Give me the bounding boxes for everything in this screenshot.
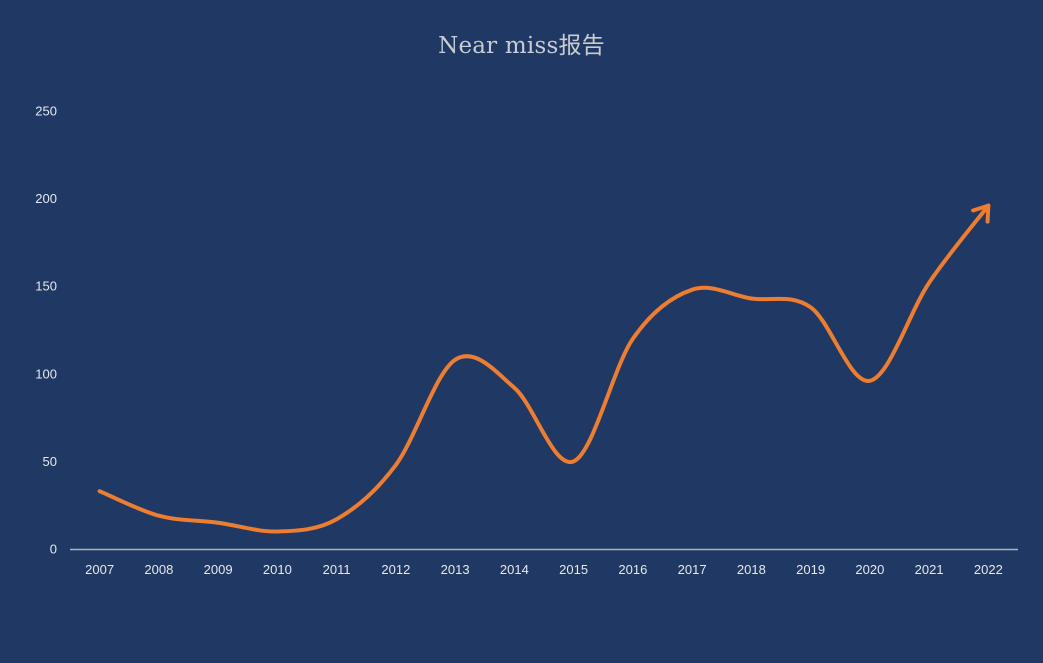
x-tick-label: 2019: [796, 562, 825, 577]
series-end-arrow: [971, 203, 991, 224]
x-tick-label: 2013: [441, 562, 470, 577]
x-tick-label: 2018: [737, 562, 766, 577]
y-tick-label: 50: [43, 454, 57, 469]
y-axis-ticks: 0 50 100 150 200 250: [35, 104, 57, 557]
y-tick-label: 100: [35, 366, 57, 381]
x-tick-label: 2012: [381, 562, 410, 577]
y-tick-label: 150: [35, 279, 57, 294]
x-tick-label: 2016: [618, 562, 647, 577]
x-tick-label: 2007: [85, 562, 114, 577]
chart-title: Near miss报告: [438, 33, 605, 59]
x-tick-label: 2010: [263, 562, 292, 577]
series-line: [97, 203, 991, 534]
x-tick-label: 2011: [323, 562, 351, 577]
y-tick-label: 250: [35, 104, 57, 119]
x-tick-label: 2015: [559, 562, 588, 577]
x-tick-label: 2008: [144, 562, 173, 577]
x-tick-label: 2020: [855, 562, 884, 577]
x-tick-label: 2009: [204, 562, 233, 577]
x-tick-label: 2022: [974, 562, 1003, 577]
y-tick-label: 0: [50, 542, 57, 557]
x-tick-label: 2014: [500, 562, 529, 577]
y-tick-label: 200: [35, 191, 57, 206]
x-tick-label: 2017: [678, 562, 707, 577]
x-tick-label: 2021: [915, 562, 944, 577]
x-axis-ticks: 2007 2008 2009 2010 2011 2012 2013 2014 2015 2016…: [85, 562, 1003, 577]
